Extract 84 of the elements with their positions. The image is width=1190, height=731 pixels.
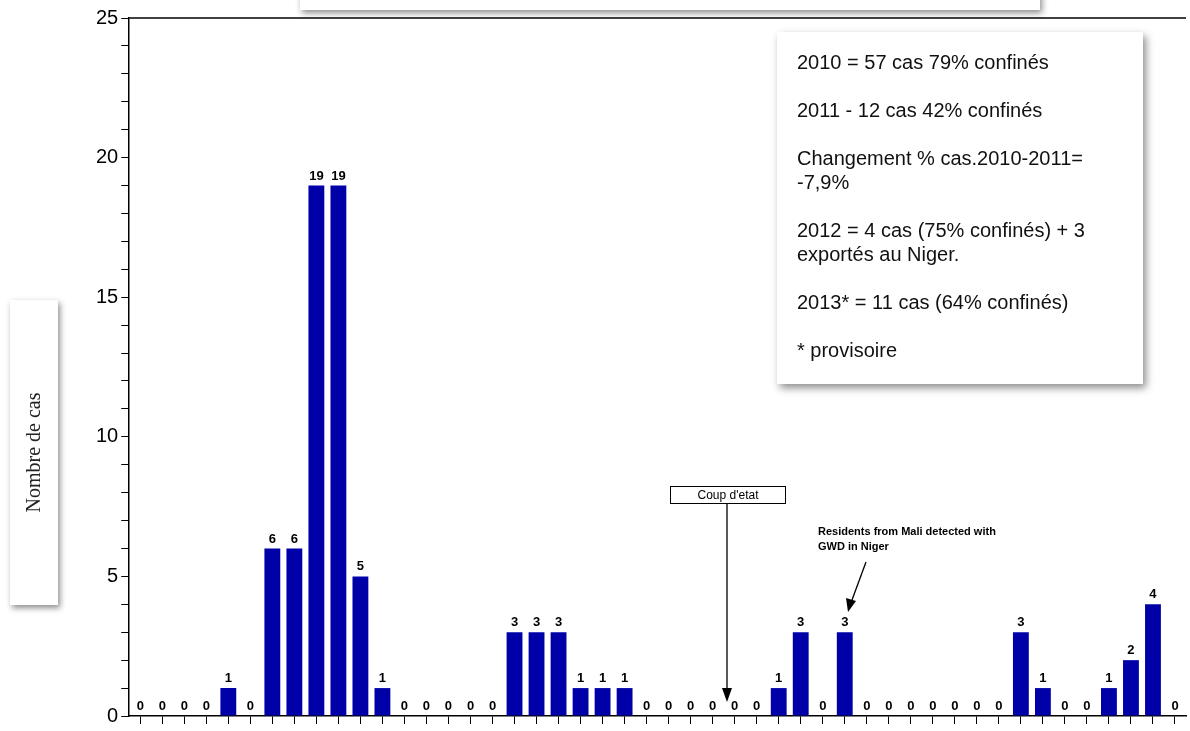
data-label: 0 [444, 698, 453, 714]
data-label: 2 [1127, 642, 1135, 658]
bar [528, 632, 545, 716]
bar [330, 185, 347, 716]
data-label: 3 [510, 614, 519, 630]
data-label: 0 [488, 698, 497, 714]
data-label: 0 [158, 698, 166, 714]
data-label: 0 [951, 698, 959, 714]
annotation: 2010 = 57 cas 79% confinés [797, 50, 1050, 74]
data-label: 0 [819, 698, 827, 714]
data-label: 0 [665, 698, 673, 714]
y-tick-label: 15 [96, 284, 119, 307]
bar [1101, 688, 1117, 716]
data-label: 0 [1083, 698, 1091, 714]
data-label: 19 [309, 167, 324, 183]
bar [264, 548, 281, 716]
data-label: 1 [576, 670, 585, 686]
data-label: 0 [202, 698, 210, 714]
annotation: 2013* = 11 cas (64% confinés) [797, 290, 1070, 314]
data-label: 1 [1039, 670, 1047, 686]
data-label: 0 [973, 698, 981, 714]
data-label: 6 [290, 530, 298, 546]
text-box: Coup d'etat [670, 486, 786, 504]
data-label: 0 [885, 698, 893, 714]
data-label: 3 [532, 614, 541, 630]
data-label: 3 [554, 614, 563, 630]
bar [792, 632, 809, 716]
data-label: 1 [620, 670, 629, 686]
annotation: Changement % cas.2010-2011= -7,9% [797, 146, 1084, 194]
data-label: 0 [995, 698, 1003, 714]
data-label: 19 [331, 167, 346, 183]
data-label: 3 [1017, 614, 1025, 630]
bar [374, 688, 391, 716]
y-tick-label: 0 [107, 703, 119, 726]
data-label: 0 [643, 698, 651, 714]
bar [1123, 660, 1139, 716]
data-label: 3 [797, 614, 805, 630]
data-label: 0 [907, 698, 915, 714]
data-label: 0 [863, 698, 871, 714]
data-label: 0 [687, 698, 695, 714]
data-label: 4 [1149, 586, 1158, 602]
data-label: 0 [1061, 698, 1069, 714]
annotation: Residents from Mali detected with GWD in Niger [818, 524, 997, 554]
data-label: 1 [598, 670, 607, 686]
bar [1012, 632, 1029, 716]
data-label: 1 [775, 670, 783, 686]
bar [594, 688, 611, 716]
data-label: 0 [400, 698, 409, 714]
bar [286, 548, 303, 716]
y-tick-label: 10 [96, 424, 119, 447]
y-tick-label: 25 [96, 5, 119, 28]
bar [308, 185, 325, 716]
data-label: 0 [753, 698, 761, 714]
data-label: 0 [731, 698, 739, 714]
bar [550, 632, 567, 716]
data-label: 0 [180, 698, 188, 714]
data-label: 0 [136, 698, 144, 714]
bar [572, 688, 589, 716]
data-label: 1 [378, 670, 387, 686]
data-label: 1 [1105, 670, 1113, 686]
bar [1145, 604, 1161, 716]
data-label: 0 [246, 698, 254, 714]
bar [836, 632, 853, 716]
data-label: 3 [841, 614, 849, 630]
bar [220, 688, 237, 716]
data-label: 0 [1171, 698, 1179, 714]
data-label: 0 [929, 698, 937, 714]
data-label: 6 [268, 530, 276, 546]
bar [770, 688, 787, 716]
y-axis-title: Nombre de cas [22, 392, 46, 513]
bar [1034, 688, 1051, 716]
data-label: 1 [224, 670, 232, 686]
data-label: 5 [356, 558, 365, 574]
bar [506, 632, 523, 716]
bar [616, 688, 633, 716]
annotation: 2012 = 4 cas (75% confinés) + 3 exportés au Niger. [797, 218, 1086, 266]
y-tick-label: 20 [96, 145, 119, 168]
data-label: 0 [466, 698, 475, 714]
data-label: 0 [709, 698, 717, 714]
y-tick-label: 5 [107, 563, 119, 586]
annotation: * provisoire [797, 338, 899, 362]
annotation: 2011 - 12 cas 42% confinés [797, 98, 1044, 122]
data-label: 0 [422, 698, 431, 714]
bar [352, 576, 369, 716]
